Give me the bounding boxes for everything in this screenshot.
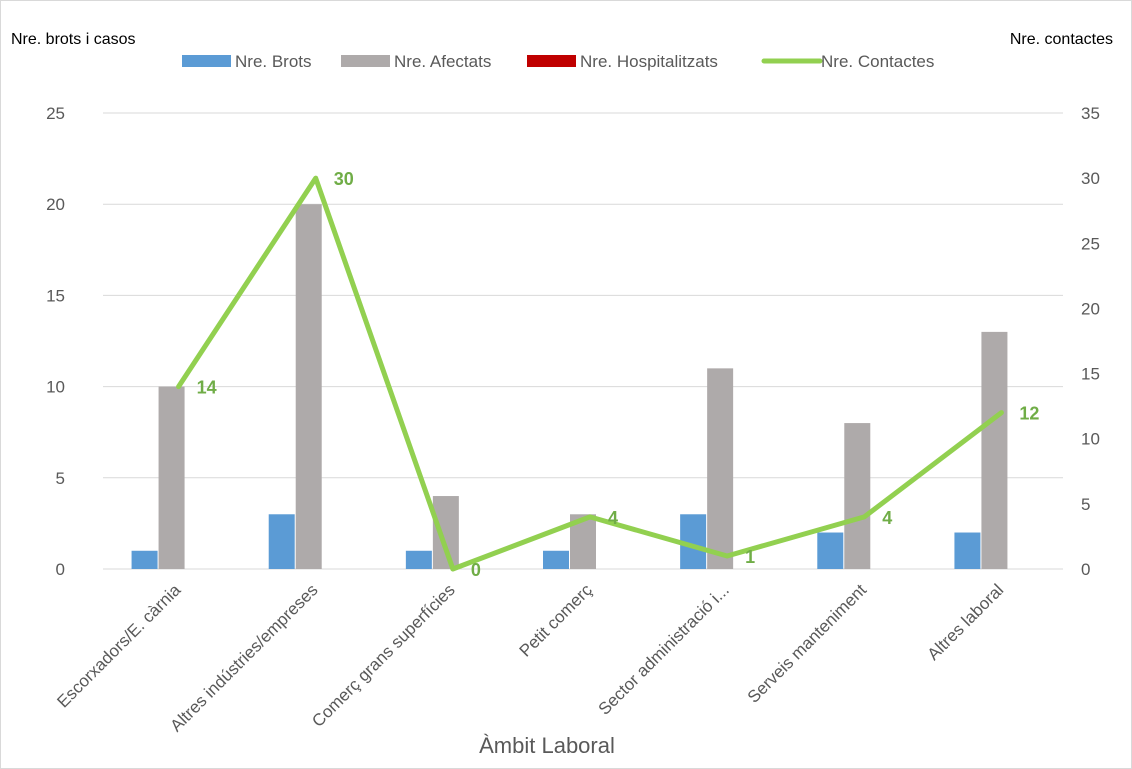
- bar-nre-afectats: [707, 368, 734, 569]
- bar-nre-brots: [817, 532, 844, 569]
- data-label-contactes: 30: [334, 169, 354, 189]
- bar-nre-afectats: [295, 204, 322, 569]
- data-label-contactes: 14: [197, 378, 217, 398]
- right-tick-label: 20: [1081, 299, 1100, 318]
- right-axis-title: Nre. contactes: [1010, 31, 1113, 48]
- left-tick-label: 20: [46, 195, 65, 214]
- left-tick-label: 15: [46, 286, 65, 305]
- data-label-contactes: 12: [1019, 404, 1039, 424]
- series-line-contactes: [176, 175, 1004, 572]
- category-label: Altres indústries/empreses: [166, 580, 321, 735]
- left-axis-title: Nre. brots i casos: [11, 31, 135, 48]
- category-label: Escorxadors/E. càrnia: [53, 580, 184, 711]
- legend-swatch: [182, 55, 231, 67]
- right-tick-label: 10: [1081, 430, 1100, 449]
- right-tick-label: 0: [1081, 560, 1090, 579]
- right-tick-label: 30: [1081, 169, 1100, 188]
- bar-nre-afectats: [981, 331, 1008, 569]
- legend-label: Nre. Afectats: [394, 52, 491, 71]
- bar-nre-brots: [405, 550, 432, 569]
- legend-label: Nre. Hospitalitzats: [580, 52, 718, 71]
- bar-nre-afectats: [158, 386, 185, 569]
- bar-nre-afectats: [844, 423, 871, 569]
- category-label: Serveis manteniment: [744, 580, 871, 707]
- legend-label: Nre. Contactes: [821, 52, 934, 71]
- category-label: Sector administració i...: [595, 580, 733, 718]
- left-tick-label: 10: [46, 378, 65, 397]
- legend-swatch: [341, 55, 390, 67]
- legend-label: Nre. Brots: [235, 52, 312, 71]
- right-tick-label: 25: [1081, 234, 1100, 253]
- left-tick-label: 25: [46, 104, 65, 123]
- data-label-contactes: 1: [745, 547, 755, 567]
- bar-nre-brots: [268, 514, 295, 569]
- x-axis-title: Àmbit Laboral: [479, 733, 615, 758]
- bar-nre-brots: [954, 532, 981, 569]
- category-label: Comerç grans superfícies: [308, 580, 458, 730]
- bars: [131, 204, 1008, 569]
- data-label-contactes: 4: [882, 508, 892, 528]
- bar-nre-brots: [131, 550, 158, 569]
- category-label: Altres laboral: [924, 580, 1008, 664]
- right-tick-label: 35: [1081, 104, 1100, 123]
- left-tick-label: 5: [56, 469, 65, 488]
- legend: Nre. Brots Nre. Afectats Nre. Hospitalitza…: [182, 52, 934, 71]
- right-tick-label: 5: [1081, 495, 1090, 514]
- line-layer: [176, 175, 1004, 572]
- category-label: Petit comerç: [516, 580, 597, 661]
- data-label-contactes: 0: [471, 560, 481, 580]
- gridlines: [103, 112, 1063, 570]
- bar-nre-brots: [543, 550, 569, 569]
- data-label-contactes: 4: [608, 508, 618, 528]
- right-tick-label: 15: [1081, 365, 1100, 384]
- bar-nre-afectats: [432, 496, 459, 569]
- left-tick-label: 0: [56, 560, 65, 579]
- legend-swatch: [527, 55, 576, 67]
